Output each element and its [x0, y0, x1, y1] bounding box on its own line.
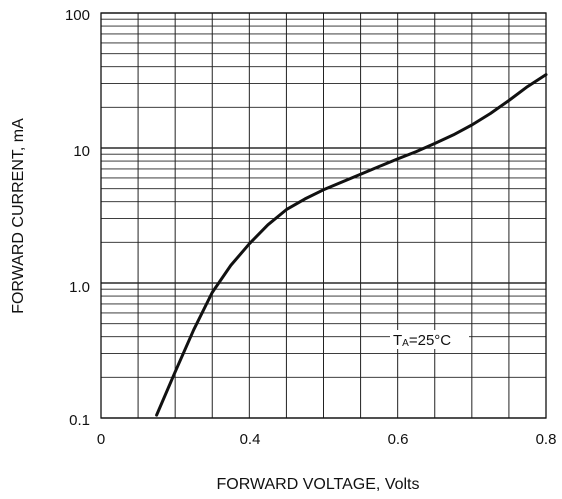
- annotation-value: =25°C: [409, 332, 451, 349]
- annotation-background: [390, 330, 469, 349]
- y-tick-10: 10: [73, 143, 90, 160]
- x-tick-0.8: 0.8: [536, 431, 557, 448]
- forward-current-curve: [155, 73, 548, 417]
- chart-grid: [101, 12, 546, 419]
- x-tick-0.4: 0.4: [240, 431, 261, 448]
- ambient-temperature-label: TA=25°C: [393, 332, 451, 349]
- x-tick-0.6: 0.6: [388, 431, 409, 448]
- annotation-subscript-a: A: [402, 338, 409, 349]
- y-tick-1.0: 1.0: [69, 279, 90, 296]
- y-tick-100: 100: [65, 7, 90, 24]
- x-axis-title: FORWARD VOLTAGE, Volts: [217, 476, 420, 493]
- x-tick-0: 0: [97, 431, 105, 448]
- y-tick-0.1: 0.1: [69, 412, 90, 429]
- y-axis-title: FORWARD CURRENT, mA: [10, 118, 27, 314]
- plot-frame: [100, 12, 547, 419]
- annotation-t: T: [393, 332, 402, 349]
